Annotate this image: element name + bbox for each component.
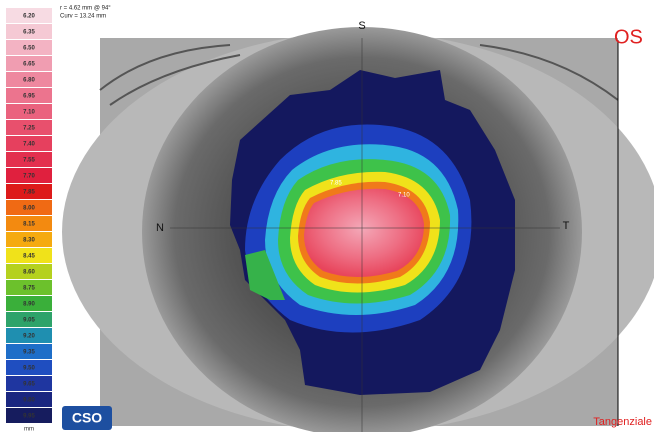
scale-label: 8.30: [23, 238, 35, 244]
scale-label: 6.35: [23, 30, 35, 36]
scale-label: 6.65: [23, 62, 35, 68]
scale-label: 6.80: [23, 78, 35, 84]
scale-label: 8.00: [23, 206, 35, 212]
scale-label: 8.90: [23, 302, 35, 308]
scale-label: 9.20: [23, 334, 35, 340]
scale-label: 7.25: [23, 126, 35, 132]
scale-label: 7.10: [23, 110, 35, 116]
color-scale: 6.20 6.35 6.50 6.65 6.80 6.95 7.10 7.25 7.40 7.55…: [6, 8, 52, 432]
scale-label: 9.65: [23, 382, 35, 388]
logo-text: CSO: [72, 410, 102, 426]
map-type: Tangenziale: [593, 416, 652, 428]
scale-unit: mm: [24, 427, 34, 432]
topography-screen: 7.85 7.10 r = 4.62 mm @ 94° Curv = 13.24…: [0, 0, 654, 432]
eye-label: OS: [614, 26, 643, 48]
scale-label: 6.95: [23, 94, 35, 100]
map-value: 7.10: [398, 193, 410, 199]
scale-label: 6.50: [23, 46, 35, 52]
orientation-label: S: [358, 20, 365, 32]
scale-label: 8.75: [23, 286, 35, 292]
scale-label: 8.45: [23, 254, 35, 260]
scale-label: 9.50: [23, 366, 35, 372]
info-line: r = 4.62 mm @ 94°: [60, 6, 111, 12]
scale-label: 7.40: [23, 142, 35, 148]
scale-label: 9.95: [23, 414, 35, 420]
scale-label: 9.05: [23, 318, 35, 324]
scale-label: 7.70: [23, 174, 35, 180]
scale-label: 8.15: [23, 222, 35, 228]
map-value: 7.85: [330, 181, 342, 187]
orientation-label: N: [156, 222, 164, 234]
orientation-label: T: [563, 220, 570, 232]
scale-label: 9.80: [23, 398, 35, 404]
scale-label: 7.85: [23, 190, 35, 196]
logo: CSO: [62, 406, 112, 430]
info-line: Curv = 13.24 mm: [60, 14, 106, 20]
scale-label: 7.55: [23, 158, 35, 164]
scale-label: 9.35: [23, 350, 35, 356]
scale-label: 8.60: [23, 270, 35, 276]
scale-label: 6.20: [23, 14, 35, 20]
